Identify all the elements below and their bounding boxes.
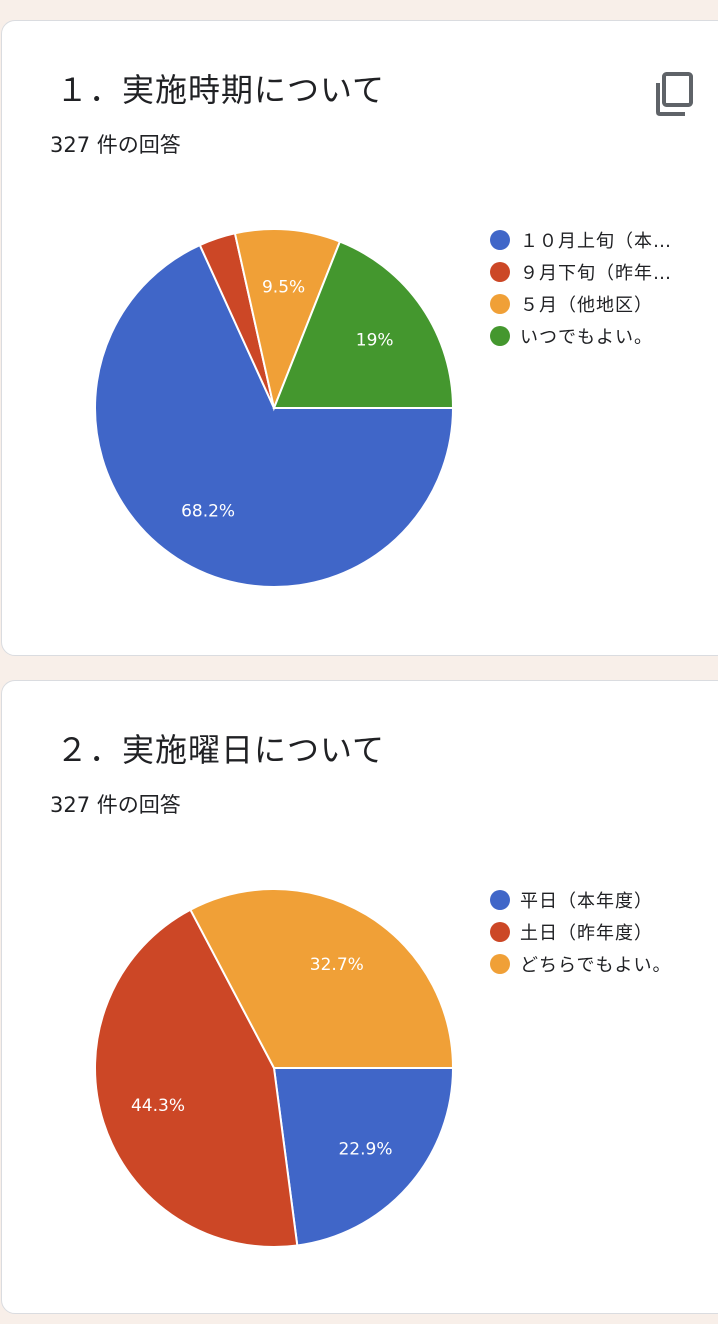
slice-label: 22.9% [338, 1139, 392, 1159]
pie-chart: 22.9% 44.3% 32.7% [94, 888, 455, 1248]
legend-item[interactable]: いつでもよい。 [490, 320, 682, 352]
legend-item[interactable]: 平日（本年度） [490, 884, 671, 916]
slice-label: 68.2% [181, 501, 235, 521]
pie-slice[interactable] [272, 240, 455, 409]
legend-swatch [490, 230, 510, 250]
pie-slice[interactable] [272, 1067, 455, 1247]
legend-item[interactable]: どちらでもよい。 [490, 948, 671, 980]
pie-slice[interactable] [94, 908, 299, 1248]
response-count: 327 件の回答 [50, 133, 181, 157]
slice-label: 32.7% [310, 955, 364, 975]
response-count: 327 件の回答 [50, 793, 181, 817]
legend-label: 平日（本年度） [520, 891, 653, 912]
legend-item[interactable]: 土日（昨年度） [490, 916, 671, 948]
legend-label: 土日（昨年度） [520, 923, 653, 944]
legend-swatch [490, 262, 510, 282]
legend-label: １０月上旬（本年度） [520, 231, 682, 252]
legend-swatch [490, 890, 510, 910]
legend-item[interactable]: ５月（他地区） [490, 288, 682, 320]
copy-icon[interactable] [654, 71, 696, 117]
slice-label: 44.3% [131, 1096, 185, 1116]
pie-slice[interactable] [94, 243, 455, 588]
slice-label: 19% [356, 331, 394, 351]
chart-legend: 平日（本年度） 土日（昨年度） どちらでもよい。 [490, 884, 671, 980]
legend-item[interactable]: ９月下旬（昨年度） [490, 256, 682, 288]
legend-label: どちらでもよい。 [520, 955, 672, 976]
question-title: １．実施時期について [56, 71, 386, 109]
legend-label: ９月下旬（昨年度） [520, 263, 682, 284]
question-title: ２．実施曜日について [56, 731, 386, 769]
pie-slice[interactable] [189, 888, 455, 1069]
pie-slice[interactable] [233, 228, 342, 412]
legend-label: いつでもよい。 [520, 327, 653, 348]
question-card-1: １．実施時期について 327 件の回答 68.2% 9.5% 19% １０月上旬（本… [1, 20, 718, 656]
legend-item[interactable]: １０月上旬（本年度） [490, 224, 682, 256]
legend-label: ５月（他地区） [520, 295, 653, 316]
chart-legend: １０月上旬（本年度） ９月下旬（昨年度） ５月（他地区） いつでもよい。 [490, 224, 682, 352]
pie-chart: 68.2% 9.5% 19% [94, 228, 455, 588]
slice-label: 9.5% [262, 278, 305, 298]
legend-swatch [490, 954, 510, 974]
question-card-2: ２．実施曜日について 327 件の回答 22.9% 44.3% 32.7% 平日（本… [1, 680, 718, 1314]
legend-swatch [490, 326, 510, 346]
legend-swatch [490, 922, 510, 942]
legend-swatch [490, 294, 510, 314]
